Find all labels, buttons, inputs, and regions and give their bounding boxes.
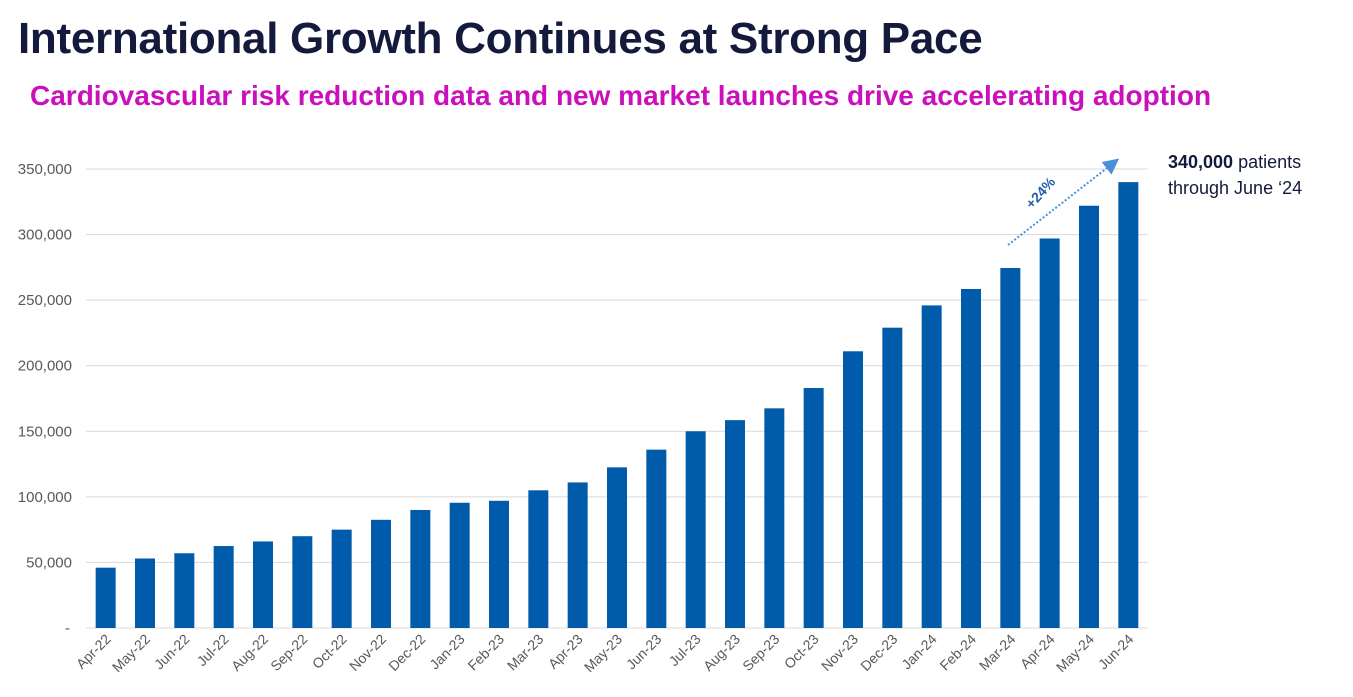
bar [449, 502, 470, 628]
bar [95, 567, 116, 628]
growth-label: +24% [1022, 173, 1058, 211]
y-tick-label: - [65, 620, 70, 637]
y-tick-label: 150,000 [18, 423, 72, 440]
patients-callout: 340,000 patients through June ‘24 [1168, 149, 1302, 201]
y-tick-label: 350,000 [18, 161, 72, 178]
x-tick-label: Mar-23 [504, 631, 547, 674]
growth-arrow [1007, 158, 1120, 246]
x-tick-label: Jan-23 [426, 631, 468, 673]
bar [607, 467, 627, 628]
x-tick-label: Dec-22 [385, 631, 428, 674]
x-tick-label: Jun-22 [151, 631, 193, 673]
bar [1079, 205, 1099, 628]
x-tick-label: Aug-22 [228, 631, 271, 674]
y-tick-label: 250,000 [18, 292, 72, 309]
bar [528, 490, 549, 628]
y-tick-label: 50,000 [26, 554, 72, 571]
x-tick-label: Apr-24 [1017, 631, 1058, 672]
y-tick-label: 200,000 [18, 358, 72, 375]
x-tick-label: Apr-22 [73, 631, 114, 672]
bar [292, 536, 313, 628]
bar [961, 288, 981, 628]
y-tick-label: 100,000 [18, 489, 72, 506]
y-tick-label: 300,000 [18, 227, 72, 244]
x-tick-label: May-24 [1053, 631, 1097, 675]
bars [95, 182, 1139, 628]
x-tick-label: Sep-23 [739, 631, 782, 674]
bar [174, 553, 195, 628]
x-tick-label: Jun-24 [1095, 631, 1137, 673]
bar [646, 449, 667, 628]
bar [410, 509, 431, 628]
x-tick-label: Oct-22 [309, 631, 350, 672]
x-tick-label: Aug-23 [700, 631, 743, 674]
bar [567, 482, 588, 628]
bar [843, 351, 863, 628]
page-title: International Growth Continues at Strong… [18, 14, 983, 63]
x-tick-label: Feb-24 [936, 631, 979, 674]
x-tick-label: Sep-22 [267, 631, 310, 674]
y-axis: - 50,000 100,000 150,000 200,000 250,000 300,0… [18, 161, 72, 637]
bar [1118, 182, 1139, 628]
bar [213, 546, 234, 628]
bar [685, 431, 706, 628]
x-tick-label: Dec-23 [857, 631, 900, 674]
bar [331, 529, 352, 628]
bar [135, 558, 155, 628]
callout-text-1: patients [1233, 152, 1302, 172]
bar [803, 388, 824, 628]
bar [253, 541, 273, 628]
x-tick-label: Nov-22 [346, 631, 389, 674]
x-tick-label: May-22 [109, 631, 153, 675]
page-subtitle: Cardiovascular risk reduction data and n… [30, 80, 1212, 111]
bar [489, 500, 509, 628]
bar [725, 420, 745, 628]
x-tick-label: Jul-23 [666, 631, 704, 669]
x-tick-label: Feb-23 [464, 631, 507, 674]
x-tick-label: Jun-23 [623, 631, 665, 673]
x-tick-label: Oct-23 [781, 631, 822, 672]
bar [882, 327, 903, 628]
bar [371, 519, 391, 628]
bar [1000, 268, 1021, 628]
bar [921, 305, 942, 628]
x-tick-label: Nov-23 [818, 631, 861, 674]
x-tick-label: Apr-23 [545, 631, 586, 672]
bar [1039, 238, 1060, 628]
x-tick-label: Jul-22 [194, 631, 232, 669]
bar [764, 408, 785, 628]
x-tick-label: Jan-24 [898, 631, 940, 673]
callout-value: 340,000 [1168, 152, 1234, 172]
x-tick-label: May-23 [581, 631, 625, 675]
callout-text-2: through June ‘24 [1168, 178, 1303, 198]
x-tick-label: Mar-24 [976, 631, 1019, 674]
